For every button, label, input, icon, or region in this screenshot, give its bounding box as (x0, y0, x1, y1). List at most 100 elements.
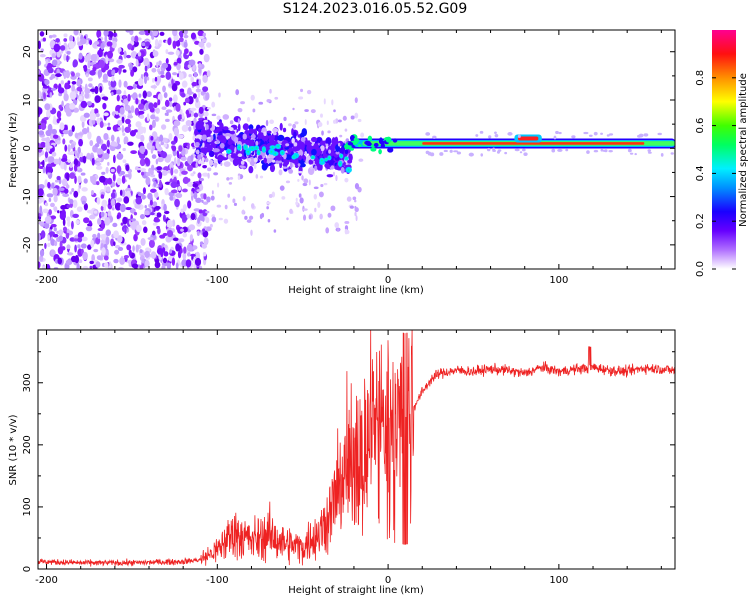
spectrogram-cell (228, 127, 234, 132)
spectrogram-cell (182, 226, 188, 233)
spectrogram-cell (381, 140, 385, 146)
spectrogram-cell (142, 187, 147, 195)
spectrogram-cell (237, 123, 241, 132)
spectrogram-cell (176, 63, 181, 71)
spectrogram-cell (53, 43, 61, 53)
spectrogram-cell (299, 197, 304, 204)
spectrogram-cell (210, 134, 214, 141)
spectrogram-cell (117, 119, 123, 126)
spectrogram-cell (113, 154, 116, 164)
spectrogram-cell (310, 109, 316, 114)
spectrogram-cell (193, 191, 198, 200)
spectrogram-cell (208, 150, 215, 158)
spectrogram-cell (335, 174, 338, 182)
spectrogram-cell (571, 135, 576, 139)
spectrogram-cell (311, 148, 317, 156)
spectrogram-hotspot-core (339, 162, 342, 165)
spectrogram-cell (87, 77, 93, 82)
spectrogram-cell (197, 30, 205, 37)
spectrogram-cell (248, 165, 254, 174)
spectrogram-cell (151, 230, 156, 236)
spectrogram-cell (250, 94, 255, 101)
spectrogram-cell (224, 204, 228, 210)
spectrogram-cell (131, 223, 137, 231)
spectrogram-cell (82, 155, 87, 164)
spectrogram-cell (255, 140, 259, 146)
spectrogram-cell (130, 105, 135, 114)
spectrogram-cell (297, 149, 304, 157)
spectrogram-cell (523, 152, 528, 157)
spectrogram-cell (600, 132, 603, 135)
spectrogram-cell (130, 69, 135, 77)
spectrogram-cell (67, 144, 71, 153)
spectrogram-cell (273, 229, 277, 233)
spectrogram-cell (137, 126, 145, 135)
spectrogram-cell (100, 233, 107, 240)
spectrogram-cell (123, 255, 130, 259)
spectrogram-cell (261, 212, 265, 218)
spectrogram-cell (198, 209, 204, 214)
spectrogram-cell (44, 216, 52, 224)
spectrogram-cell (288, 123, 292, 127)
spectrogram-cell (134, 35, 139, 43)
spectrogram-cell (183, 30, 188, 36)
spectrogram-hotspot-core (340, 154, 343, 157)
spectrogram-cell (190, 77, 194, 83)
spectrogram-cell (255, 174, 259, 179)
spectrogram-cell (127, 141, 134, 146)
spectrogram-cell (89, 139, 94, 147)
spectrogram-cell (146, 142, 153, 150)
spectrogram-cell (201, 243, 207, 249)
spectrogram-cell (202, 126, 206, 133)
spectrogram-cell (81, 236, 88, 242)
spectrogram-hotspot-core (347, 168, 350, 171)
spectrogram-cell (77, 187, 81, 194)
spectrogram-cell (90, 239, 95, 248)
spectrogram-cell (355, 215, 358, 222)
spectrogram-cell (234, 146, 237, 153)
spectrogram-cell (292, 107, 295, 111)
spectrogram-cell (77, 231, 85, 239)
spectrogram-cell (216, 204, 222, 208)
spectrogram-hotspot-core (270, 150, 273, 153)
spectrogram-cell (116, 165, 122, 174)
spectrogram-cell (62, 138, 66, 145)
spectrogram-cell (44, 242, 47, 250)
spectrogram-cell (160, 74, 165, 78)
spectrogram-cell (169, 195, 174, 201)
spectrogram-cell (202, 147, 208, 155)
spectrogram-cell (104, 34, 108, 43)
colorbar-tick-label: 0.6 (695, 118, 706, 134)
spectrogram-cell (330, 143, 337, 150)
spectrogram-cell (304, 109, 309, 112)
spectrogram-cell (149, 199, 153, 206)
spectrogram-cell (163, 143, 168, 148)
spectrogram-cell (145, 176, 151, 186)
spectrogram-cell (344, 149, 349, 154)
spectrogram-cell (76, 80, 82, 87)
spectrogram-cell (48, 209, 52, 216)
spectrogram-cell (253, 157, 258, 163)
spectrogram-cell (137, 77, 144, 87)
spectrogram-cell (177, 159, 181, 164)
spectrogram-cell (190, 154, 194, 162)
spectrogram-cell (190, 172, 195, 177)
spectrogram-hotspot-core (244, 146, 247, 149)
spectrogram-cell (170, 167, 174, 176)
spectrogram-cell (156, 212, 162, 218)
spectrogram-cell (248, 215, 254, 220)
spectrogram-cell (78, 95, 83, 101)
spectrogram-cell (200, 230, 203, 235)
spectrogram-cell (76, 206, 83, 212)
spectrogram-cell (38, 130, 45, 136)
spectrogram-cell (190, 32, 197, 40)
spectrogram-cell (99, 121, 104, 128)
spectrogram-cell (295, 197, 298, 202)
spectrogram-cell (297, 140, 302, 147)
spectrogram-cell (128, 110, 132, 114)
spectrogram-cell (178, 37, 184, 43)
spectrogram-cell (196, 189, 201, 192)
spectrogram-cell (496, 150, 500, 154)
spectrogram-cell (49, 91, 53, 98)
spectrogram-hotspot-core (251, 147, 254, 150)
